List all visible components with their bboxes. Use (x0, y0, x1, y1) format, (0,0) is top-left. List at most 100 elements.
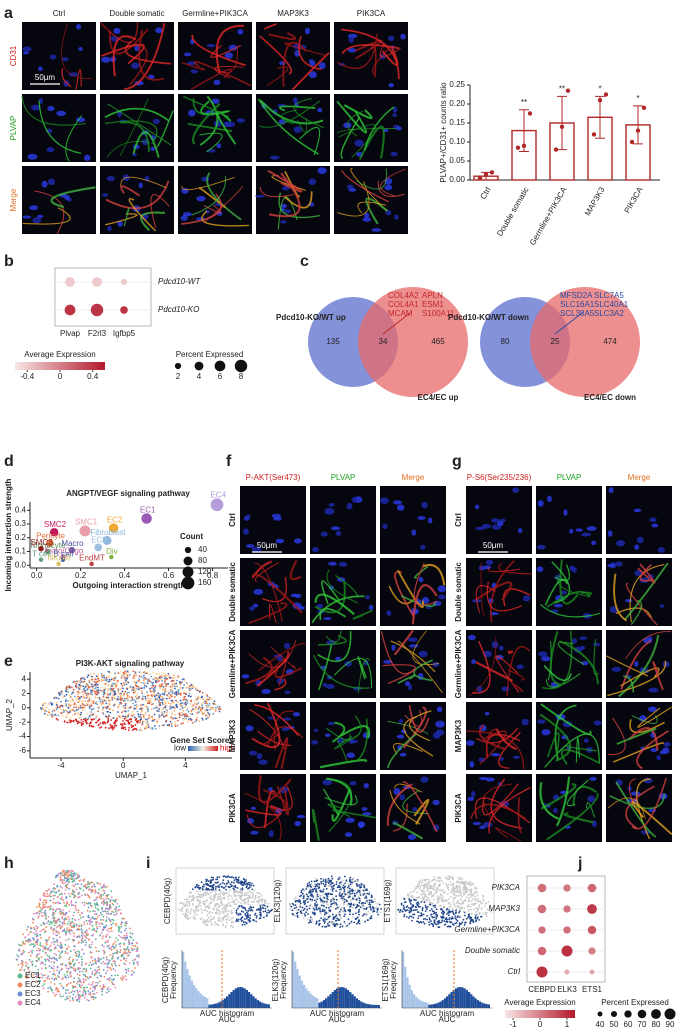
nucleus (560, 590, 567, 595)
nucleus (237, 29, 244, 35)
cell (118, 704, 121, 706)
cell (89, 881, 92, 884)
cell (102, 983, 105, 986)
cell (190, 719, 193, 722)
cell (45, 941, 48, 944)
cell (82, 723, 84, 725)
cell (242, 878, 245, 880)
cell (98, 959, 101, 961)
cell (90, 957, 93, 959)
cell (102, 929, 105, 931)
vessel (289, 559, 302, 581)
cell (187, 706, 189, 709)
cell (148, 693, 151, 696)
cell (96, 703, 99, 706)
cell (57, 875, 59, 877)
micrograph (22, 94, 96, 162)
cell (98, 960, 100, 963)
cell (98, 680, 101, 683)
cell (70, 926, 73, 929)
cell (106, 929, 108, 931)
cell (146, 708, 148, 711)
y-axis-label: UMAP_2 (5, 698, 14, 731)
cell (70, 991, 73, 994)
cell (100, 893, 102, 896)
cell (64, 998, 67, 1001)
nucleus (512, 487, 520, 494)
cell (39, 942, 42, 944)
cell (246, 912, 249, 915)
cell (237, 890, 240, 893)
cell (70, 921, 72, 924)
cell (235, 898, 238, 901)
cell (200, 917, 203, 920)
cell (219, 911, 222, 913)
nucleus (398, 718, 403, 724)
vessel (486, 581, 523, 612)
cell (154, 684, 157, 687)
cell (70, 720, 72, 723)
nucleus (435, 729, 445, 736)
cell (66, 929, 68, 931)
vessel (540, 603, 601, 618)
data-point (477, 175, 483, 181)
data-point (210, 498, 224, 512)
cell (116, 903, 119, 905)
cell (90, 718, 93, 721)
vessel (413, 566, 429, 579)
cell (31, 964, 34, 967)
cell (72, 914, 75, 917)
vessel (357, 655, 367, 680)
cell (144, 713, 147, 716)
cell (208, 907, 211, 909)
cell (32, 926, 35, 929)
data-point (94, 543, 103, 552)
nucleus (22, 215, 32, 219)
cell (89, 717, 91, 720)
cell (45, 914, 47, 917)
cell (81, 934, 83, 937)
cell (100, 702, 103, 705)
cell (83, 680, 86, 683)
cell (91, 688, 94, 690)
cell (82, 889, 85, 892)
cell (83, 904, 86, 907)
data-point (50, 528, 59, 537)
cell (55, 908, 58, 911)
cell (245, 909, 247, 912)
cell (210, 923, 213, 926)
histogram-bar (212, 1004, 215, 1008)
cell (137, 704, 140, 707)
cell (88, 938, 91, 941)
data-point (603, 92, 609, 97)
cell (172, 702, 175, 705)
cell (209, 708, 212, 711)
cell (103, 674, 106, 677)
x-tick-label: Germline+PIK3CA (528, 185, 569, 247)
cell (91, 693, 93, 696)
cell (90, 711, 93, 713)
nucleus (281, 727, 289, 732)
row-label: Ctrl (454, 513, 463, 527)
nucleus (420, 776, 429, 783)
cell (41, 929, 44, 931)
cell (193, 896, 195, 898)
cell (190, 712, 193, 715)
cell (86, 999, 88, 1001)
cell (347, 918, 350, 921)
cell (222, 923, 224, 926)
legend-tick-label: 8 (239, 372, 244, 381)
cell (185, 715, 188, 718)
cell (22, 941, 24, 943)
nucleus (56, 110, 67, 117)
cell (67, 976, 70, 979)
cell (153, 690, 156, 692)
cell (222, 879, 225, 882)
cell (117, 689, 120, 692)
cell (100, 962, 103, 965)
cell (40, 708, 43, 710)
cell (222, 891, 224, 894)
cell (57, 719, 59, 721)
nucleus (365, 595, 370, 600)
cell (99, 911, 102, 914)
